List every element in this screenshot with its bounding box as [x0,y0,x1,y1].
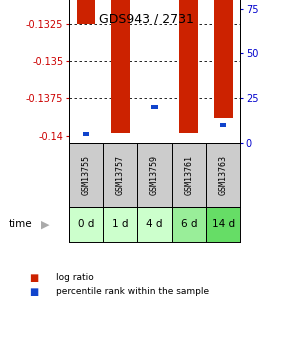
Bar [206,143,240,207]
Bar [103,207,137,242]
Bar [172,207,206,242]
Bar [151,105,158,109]
Text: ■: ■ [29,287,39,296]
Text: log ratio: log ratio [56,273,93,282]
Text: GSM13757: GSM13757 [116,155,125,195]
Bar [172,143,206,207]
Text: ■: ■ [29,273,39,283]
Text: percentile rank within the sample: percentile rank within the sample [56,287,209,296]
Text: GDS943 / 2731: GDS943 / 2731 [99,12,194,25]
Bar [103,143,137,207]
Text: 6 d: 6 d [180,219,197,229]
Bar [83,132,89,136]
Bar [137,207,172,242]
Text: 0 d: 0 d [78,219,94,229]
Bar [111,0,130,133]
Bar [220,123,226,127]
Bar [69,207,103,242]
Bar [214,0,233,118]
Bar [179,0,198,133]
Bar [206,207,240,242]
Text: 1 d: 1 d [112,219,129,229]
Text: GSM13763: GSM13763 [219,155,228,195]
Bar [69,143,103,207]
Bar [137,143,172,207]
Bar [76,0,96,23]
Text: 4 d: 4 d [146,219,163,229]
Text: GSM13761: GSM13761 [184,155,193,195]
Text: 14 d: 14 d [212,219,235,229]
Text: GSM13759: GSM13759 [150,155,159,195]
Text: GSM13755: GSM13755 [81,155,91,195]
Text: time: time [9,219,33,229]
Text: ▶: ▶ [41,219,50,229]
